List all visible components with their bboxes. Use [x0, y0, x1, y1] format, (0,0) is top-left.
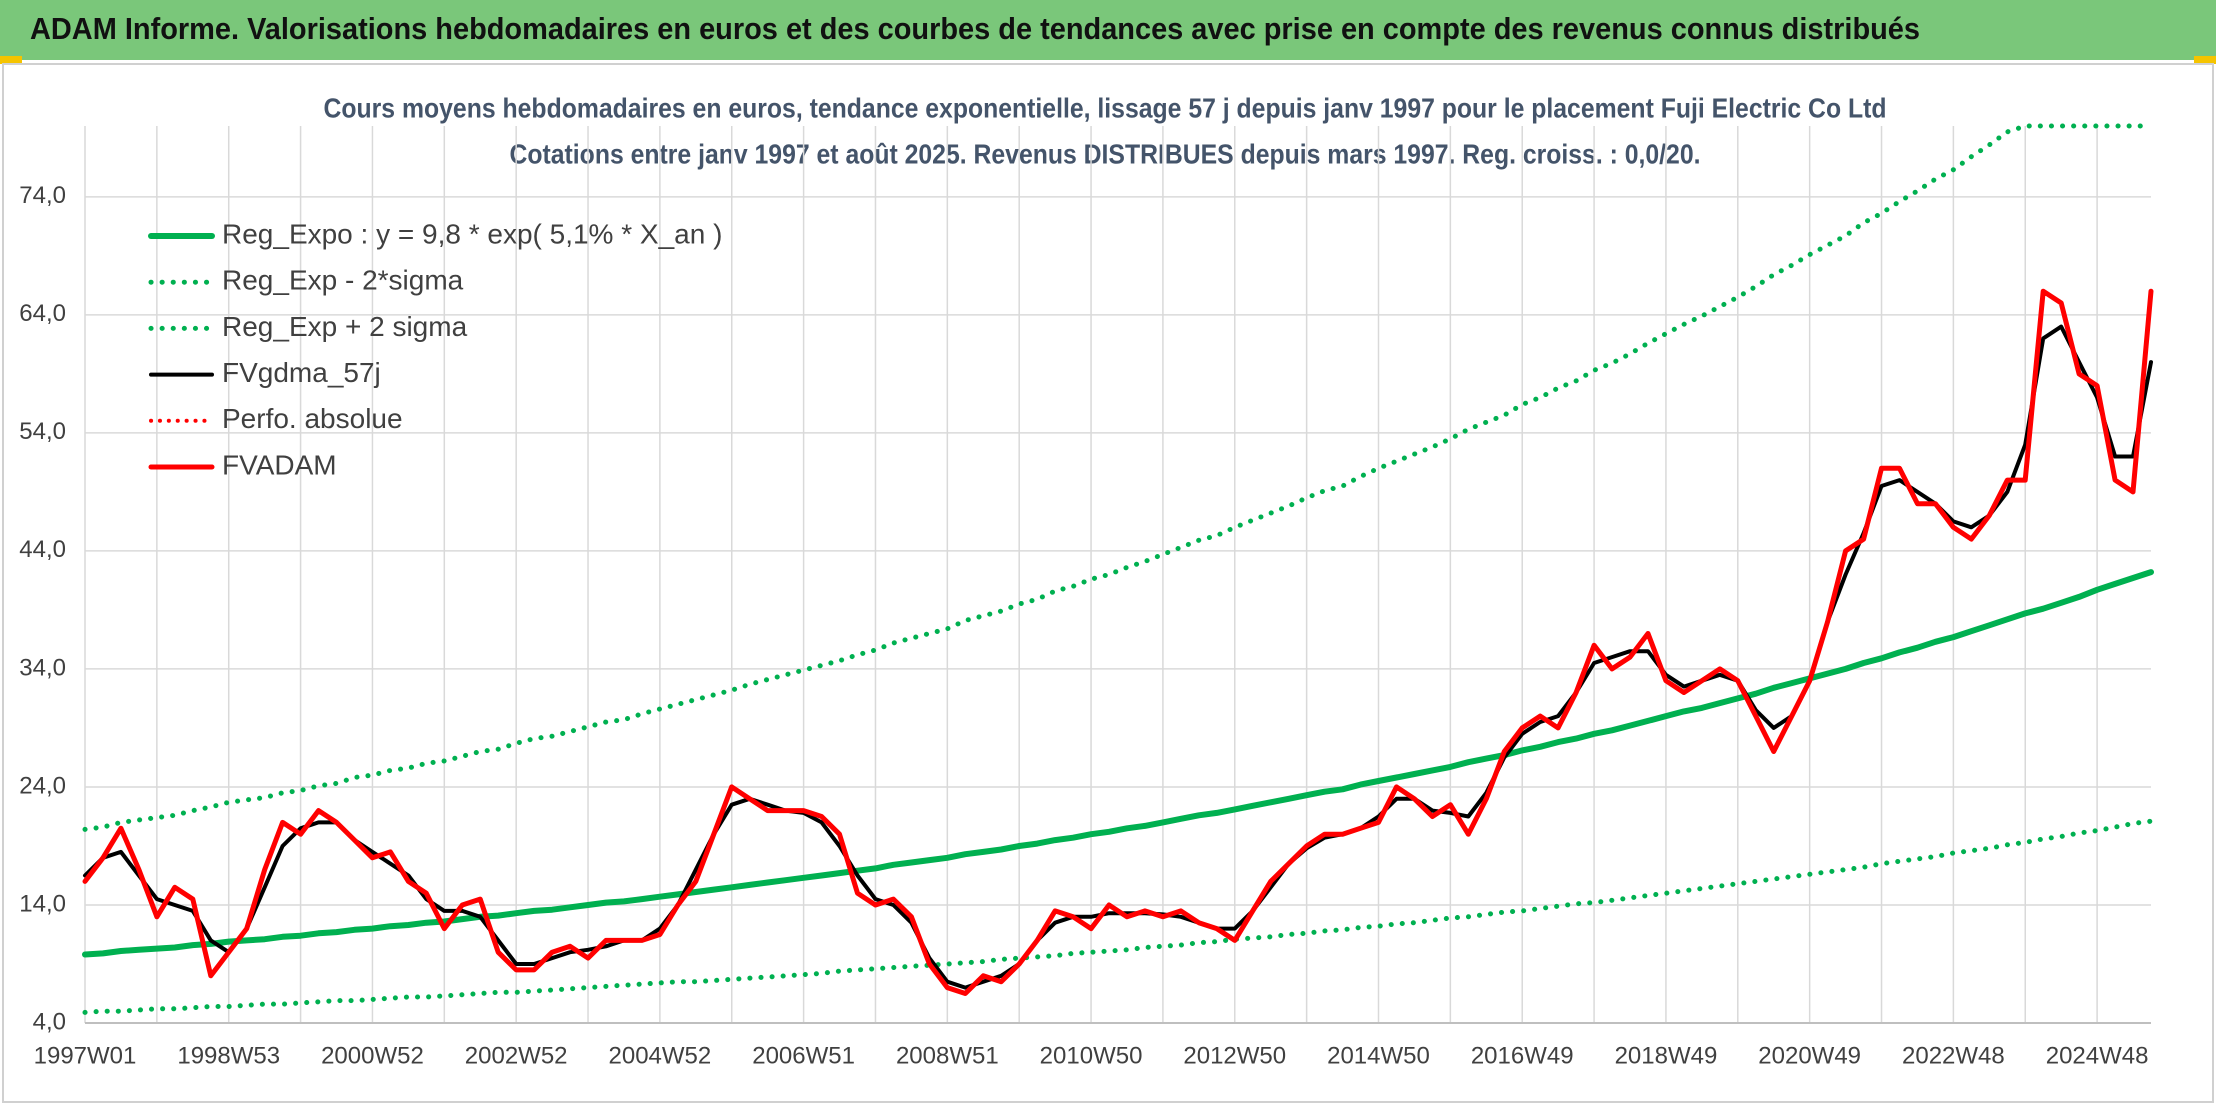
series-line — [82, 569, 2154, 958]
x-tick-label: 2000W52 — [321, 1042, 424, 1069]
x-tick-label: 2012W50 — [1183, 1042, 1286, 1069]
y-tick-label: 4,0 — [33, 1008, 66, 1035]
y-tick-label: 64,0 — [19, 300, 66, 327]
x-tick-label: 2024W48 — [2046, 1042, 2149, 1069]
legend-label: Reg_Expo : y = 9,8 * exp( 5,1% * X_an ) — [222, 218, 722, 249]
plot — [82, 123, 2154, 1015]
x-tick-label: 2018W49 — [1615, 1042, 1718, 1069]
x-tick-label: 2008W51 — [896, 1042, 999, 1069]
x-tick-label: 1998W53 — [177, 1042, 280, 1069]
y-tick-label: 34,0 — [19, 654, 66, 681]
x-tick-label: 2016W49 — [1471, 1042, 1574, 1069]
legend-label: FVgdma_57j — [222, 357, 381, 388]
legend-label: Perfo. absolue — [222, 403, 403, 434]
legend-label: FVADAM — [222, 449, 337, 480]
legend-label: Reg_Exp + 2 sigma — [222, 311, 468, 342]
series-line — [82, 288, 2154, 996]
x-tick-label: 2010W50 — [1040, 1042, 1143, 1069]
x-tick-label: 1997W01 — [34, 1042, 137, 1069]
series-line — [82, 818, 2154, 1015]
x-tick-label: 2006W51 — [752, 1042, 855, 1069]
chart-title: Cours moyens hebdomadaires en euros, ten… — [324, 92, 1887, 123]
header-bar — [0, 0, 2216, 60]
x-tick-label: 2022W48 — [1902, 1042, 2005, 1069]
y-tick-label: 54,0 — [19, 418, 66, 445]
legend-label: Reg_Exp - 2*sigma — [222, 265, 464, 296]
corner-mark — [2194, 56, 2216, 64]
y-tick-label: 14,0 — [19, 890, 66, 917]
x-tick-label: 2014W50 — [1327, 1042, 1430, 1069]
corner-mark — [0, 56, 22, 64]
chart-frame — [2, 63, 2214, 1103]
x-tick-label: 2020W49 — [1758, 1042, 1861, 1069]
x-tick-label: 2002W52 — [465, 1042, 568, 1069]
chart-subtitle: Cotations entre janv 1997 et août 2025. … — [510, 138, 1701, 169]
legend: Reg_Expo : y = 9,8 * exp( 5,1% * X_an ) R… — [148, 218, 722, 480]
y-tick-label: 44,0 — [19, 536, 66, 563]
y-tick-label: 24,0 — [19, 772, 66, 799]
series-line — [82, 123, 2154, 832]
y-tick-label: 74,0 — [19, 182, 66, 209]
header-title: ADAM Informe. Valorisations hebdomadaire… — [30, 11, 1920, 46]
x-tick-label: 2004W52 — [609, 1042, 712, 1069]
